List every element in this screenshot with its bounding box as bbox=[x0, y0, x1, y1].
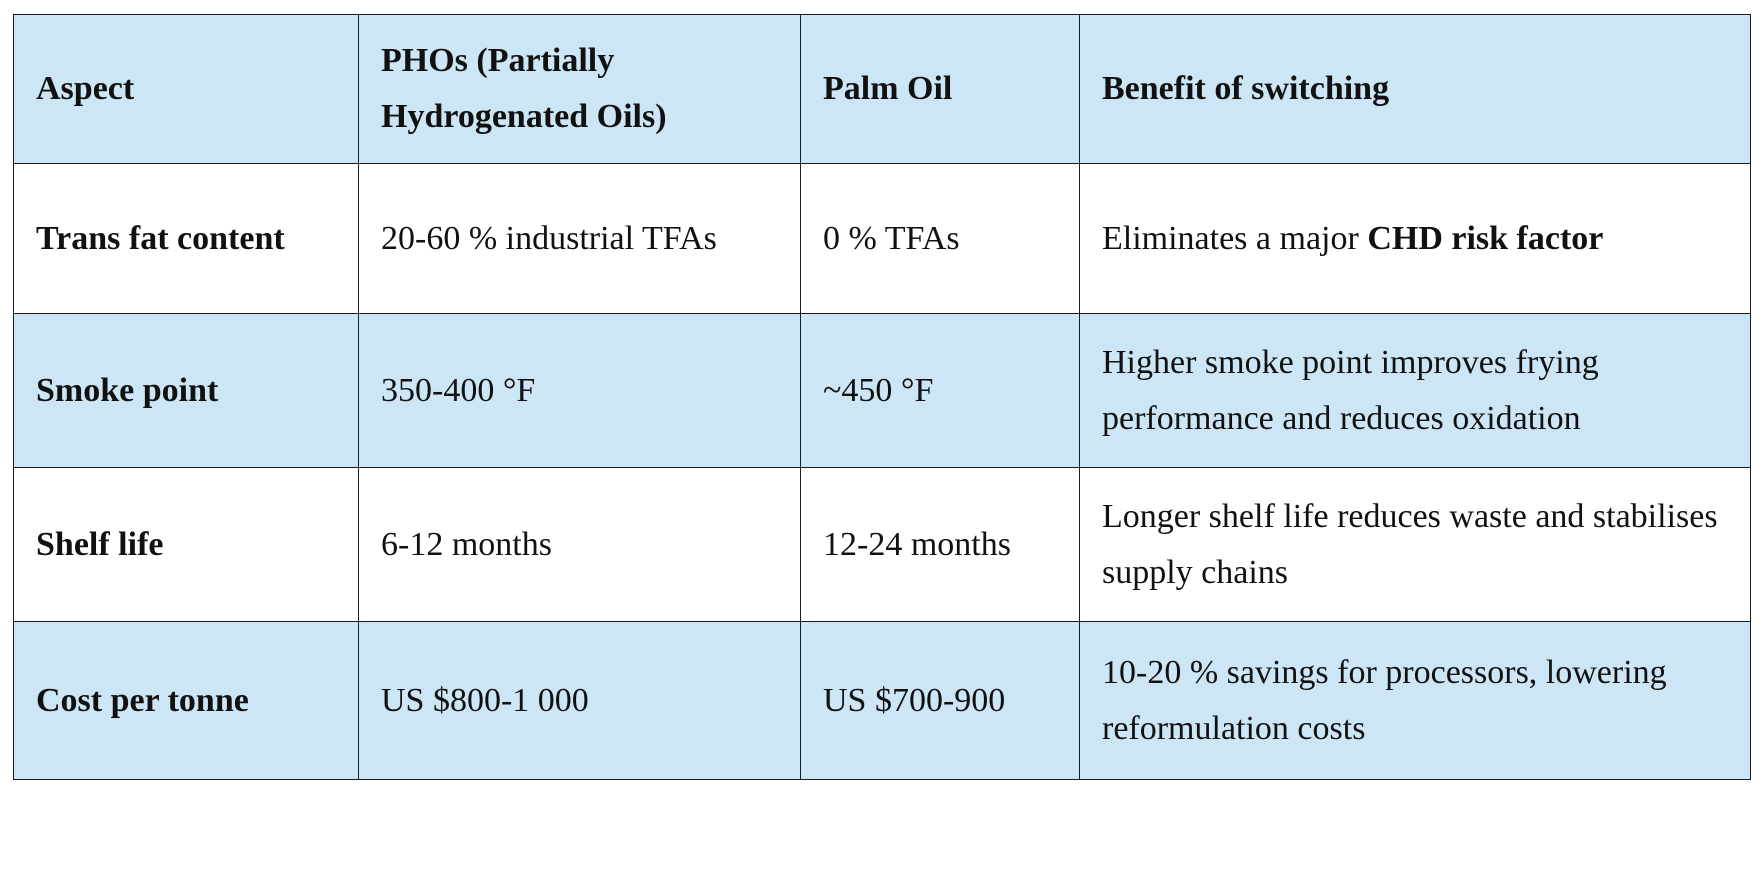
row-pho-value: 20-60 % industrial TFAs bbox=[358, 163, 801, 314]
table-row: Cost per tonne US $800-1 000 US $700-900… bbox=[13, 621, 1751, 780]
table-header-row: Aspect PHOs (Partially Hydrogenated Oils… bbox=[13, 14, 1751, 164]
row-palm-value: ~450 °F bbox=[800, 313, 1080, 468]
row-aspect: Shelf life bbox=[13, 467, 359, 622]
row-pho-value: 6-12 months bbox=[358, 467, 801, 622]
comparison-table-container: Aspect PHOs (Partially Hydrogenated Oils… bbox=[13, 14, 1751, 780]
table-row: Shelf life 6-12 months 12-24 months Long… bbox=[13, 467, 1751, 622]
row-aspect: Cost per tonne bbox=[13, 621, 359, 780]
row-aspect: Trans fat content bbox=[13, 163, 359, 314]
header-phos: PHOs (Partially Hydrogenated Oils) bbox=[358, 14, 801, 164]
benefit-text: Eliminates a major bbox=[1102, 219, 1368, 257]
table-row: Smoke point 350-400 °F ~450 °F Higher sm… bbox=[13, 313, 1751, 468]
header-benefit: Benefit of switching bbox=[1079, 14, 1751, 164]
header-palm-oil: Palm Oil bbox=[800, 14, 1080, 164]
row-benefit: Eliminates a major CHD risk factor bbox=[1079, 163, 1751, 314]
row-benefit: Longer shelf life reduces waste and stab… bbox=[1079, 467, 1751, 622]
row-benefit: Higher smoke point improves frying perfo… bbox=[1079, 313, 1751, 468]
benefit-emphasis: CHD risk factor bbox=[1367, 219, 1604, 257]
table-row: Trans fat content 20-60 % industrial TFA… bbox=[13, 163, 1751, 314]
row-benefit: 10-20 % savings for processors, lowering… bbox=[1079, 621, 1751, 780]
row-pho-value: 350-400 °F bbox=[358, 313, 801, 468]
row-palm-value: 12-24 months bbox=[800, 467, 1080, 622]
comparison-table: Aspect PHOs (Partially Hydrogenated Oils… bbox=[13, 14, 1751, 780]
row-palm-value: US $700-900 bbox=[800, 621, 1080, 780]
row-pho-value: US $800-1 000 bbox=[358, 621, 801, 780]
header-aspect: Aspect bbox=[13, 14, 359, 164]
row-aspect: Smoke point bbox=[13, 313, 359, 468]
row-palm-value: 0 % TFAs bbox=[800, 163, 1080, 314]
